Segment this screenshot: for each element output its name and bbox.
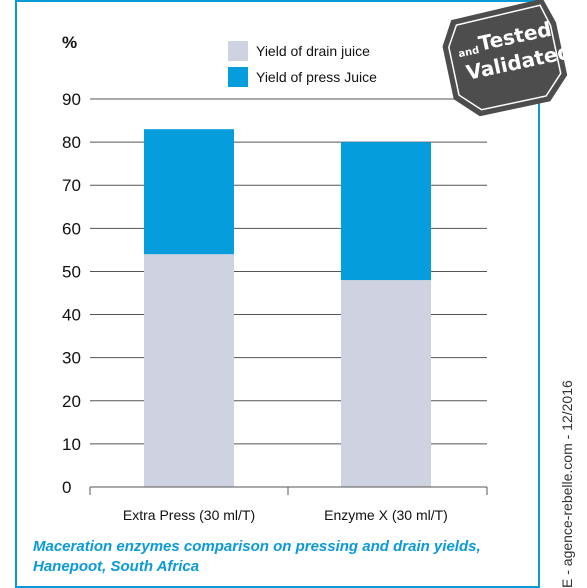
bar-drain-extra-press bbox=[144, 254, 234, 487]
x-label-enzyme-x: Enzyme X (30 ml/T) bbox=[324, 507, 448, 523]
bar-press-extra-press bbox=[144, 129, 234, 255]
y-tick-label-90: 90 bbox=[62, 90, 81, 109]
legend: Yield of drain juice Yield of press Juic… bbox=[228, 41, 377, 87]
legend-label-press: Yield of press Juice bbox=[256, 69, 377, 85]
side-credit-text: E - agence-rebelle.com - 12/2016 bbox=[559, 380, 575, 588]
tested-validated-badge: and Tested Validated bbox=[442, 0, 574, 117]
badge-shape bbox=[442, 0, 568, 117]
badge-text-and: and bbox=[457, 45, 480, 60]
y-axis-ticks: 0 10 20 30 40 50 60 70 80 90 bbox=[62, 90, 81, 497]
y-tick-label-30: 30 bbox=[62, 349, 81, 368]
legend-swatch-drain bbox=[228, 41, 248, 61]
chart-frame bbox=[15, 0, 540, 588]
caption-line-2: Hanepoot, South Africa bbox=[33, 558, 199, 575]
y-unit-label: % bbox=[62, 33, 77, 52]
y-tick-label-80: 80 bbox=[62, 133, 81, 152]
y-tick-label-70: 70 bbox=[62, 176, 81, 195]
x-label-extra-press: Extra Press (30 ml/T) bbox=[123, 507, 255, 523]
caption-line-1: Maceration enzymes comparison on pressin… bbox=[33, 538, 481, 555]
y-tick-label-50: 50 bbox=[62, 262, 81, 281]
y-tick-label-0: 0 bbox=[62, 478, 71, 497]
bar-drain-enzyme-x bbox=[341, 280, 431, 487]
bars bbox=[144, 129, 431, 487]
legend-label-drain: Yield of drain juice bbox=[256, 43, 370, 59]
legend-swatch-press bbox=[228, 67, 248, 87]
bar-press-enzyme-x bbox=[341, 142, 431, 281]
y-tick-label-10: 10 bbox=[62, 435, 81, 454]
y-tick-label-20: 20 bbox=[62, 392, 81, 411]
badge-inner-outline bbox=[448, 4, 562, 111]
y-tick-label-60: 60 bbox=[62, 219, 81, 238]
y-tick-label-40: 40 bbox=[62, 306, 81, 325]
